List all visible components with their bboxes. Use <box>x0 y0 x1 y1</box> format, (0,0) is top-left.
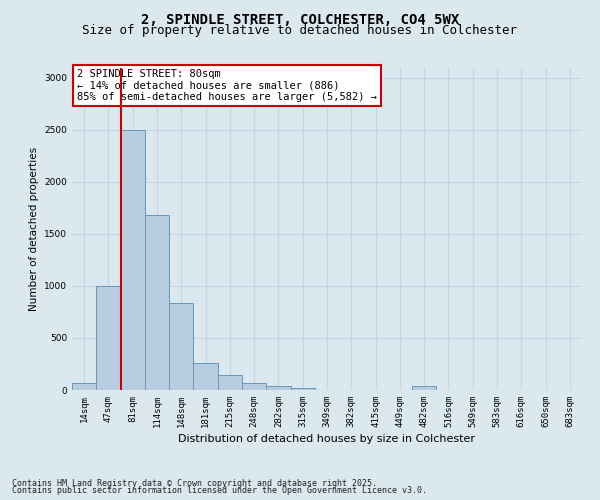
Bar <box>121 130 145 390</box>
Bar <box>290 388 315 390</box>
X-axis label: Distribution of detached houses by size in Colchester: Distribution of detached houses by size … <box>179 434 476 444</box>
Y-axis label: Number of detached properties: Number of detached properties <box>29 146 38 311</box>
Text: 2, SPINDLE STREET, COLCHESTER, CO4 5WX: 2, SPINDLE STREET, COLCHESTER, CO4 5WX <box>141 12 459 26</box>
Bar <box>96 286 121 390</box>
Text: Size of property relative to detached houses in Colchester: Size of property relative to detached ho… <box>83 24 517 37</box>
Bar <box>266 386 290 390</box>
Bar <box>218 375 242 390</box>
Bar <box>145 215 169 390</box>
Bar <box>412 386 436 390</box>
Bar <box>193 363 218 390</box>
Bar <box>72 382 96 390</box>
Text: Contains HM Land Registry data © Crown copyright and database right 2025.: Contains HM Land Registry data © Crown c… <box>12 478 377 488</box>
Text: Contains public sector information licensed under the Open Government Licence v3: Contains public sector information licen… <box>12 486 427 495</box>
Bar <box>169 302 193 390</box>
Text: 2 SPINDLE STREET: 80sqm
← 14% of detached houses are smaller (886)
85% of semi-d: 2 SPINDLE STREET: 80sqm ← 14% of detache… <box>77 69 377 102</box>
Bar <box>242 382 266 390</box>
